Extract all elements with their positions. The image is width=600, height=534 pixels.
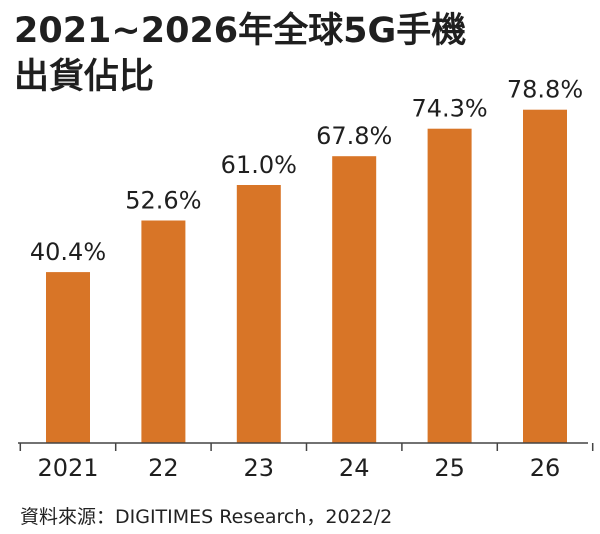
chart-title-line-2: 出貨佔比 [14, 57, 155, 97]
data-label-2021: 40.4% [30, 238, 106, 266]
data-label-24: 67.8% [316, 122, 392, 150]
tick-label-24: 24 [339, 454, 370, 482]
bar-22 [141, 220, 186, 443]
bar-24 [332, 156, 377, 443]
chart-title: 2021~2026年全球5G手機 出貨佔比 [14, 8, 574, 100]
data-label-23: 61.0% [221, 151, 297, 179]
chart-title-line-1: 2021~2026年全球5G手機 [14, 11, 467, 51]
tick-label-22: 22 [148, 454, 179, 482]
data-labels-group: 40.4% 52.6% 61.0% 67.8% 74.3% 78.8% [30, 76, 583, 266]
x-axis-ticks [19, 443, 594, 451]
data-label-22: 52.6% [125, 187, 201, 215]
data-label-25: 74.3% [411, 95, 487, 123]
bar-2021 [46, 272, 90, 443]
x-axis-tick-labels: 2021 22 23 24 25 26 [37, 454, 560, 482]
tick-label-2021: 2021 [37, 454, 98, 482]
data-label-26: 78.8% [507, 76, 583, 104]
source-note: 資料來源：DIGITIMES Research，2022/2 [20, 506, 393, 528]
tick-label-26: 26 [530, 454, 561, 482]
bar-23 [236, 185, 281, 443]
tick-label-23: 23 [244, 454, 275, 482]
tick-label-25: 25 [434, 454, 465, 482]
bar-26 [523, 109, 567, 443]
bar-25 [427, 128, 472, 443]
bars-group [46, 109, 567, 443]
